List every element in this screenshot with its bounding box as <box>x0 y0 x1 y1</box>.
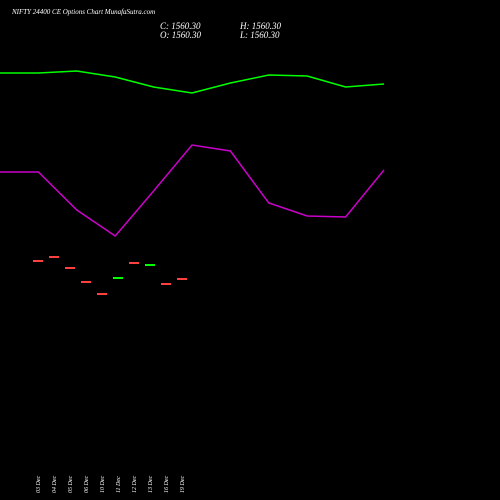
candle-body <box>113 277 123 279</box>
line-series <box>0 70 385 94</box>
x-tick-label: 13 Dec <box>148 476 154 493</box>
candle-body <box>49 256 59 258</box>
candle-body <box>161 283 171 285</box>
candle-body <box>81 281 91 283</box>
candle-body <box>97 293 107 295</box>
x-tick-label: 19 Dec <box>180 476 186 493</box>
ohlc-label: H: 1560.30 <box>239 21 281 31</box>
x-tick-label: 03 Dec <box>36 476 42 493</box>
x-tick-label: 12 Dec <box>132 476 138 493</box>
candle-body <box>177 278 187 280</box>
candle-body <box>145 264 155 266</box>
x-tick-label: 10 Dec <box>100 476 106 493</box>
chart-title: NIFTY 24400 CE Options Chart MunafaSutra… <box>11 8 155 16</box>
line-series <box>0 144 385 237</box>
candle-body <box>65 267 75 269</box>
x-tick-label: 05 Dec <box>68 476 74 493</box>
x-tick-label: 11 Dec <box>116 476 122 493</box>
x-tick-label: 04 Dec <box>51 476 58 493</box>
candle-body <box>129 262 139 264</box>
candle-body <box>33 260 43 262</box>
x-tick-label: 16 Dec <box>164 476 170 493</box>
ohlc-label: O: 1560.30 <box>160 30 201 40</box>
ohlc-label: C: 1560.30 <box>160 21 201 31</box>
ohlc-label: L: 1560.30 <box>239 30 280 40</box>
x-tick-label: 06 Dec <box>84 476 90 493</box>
